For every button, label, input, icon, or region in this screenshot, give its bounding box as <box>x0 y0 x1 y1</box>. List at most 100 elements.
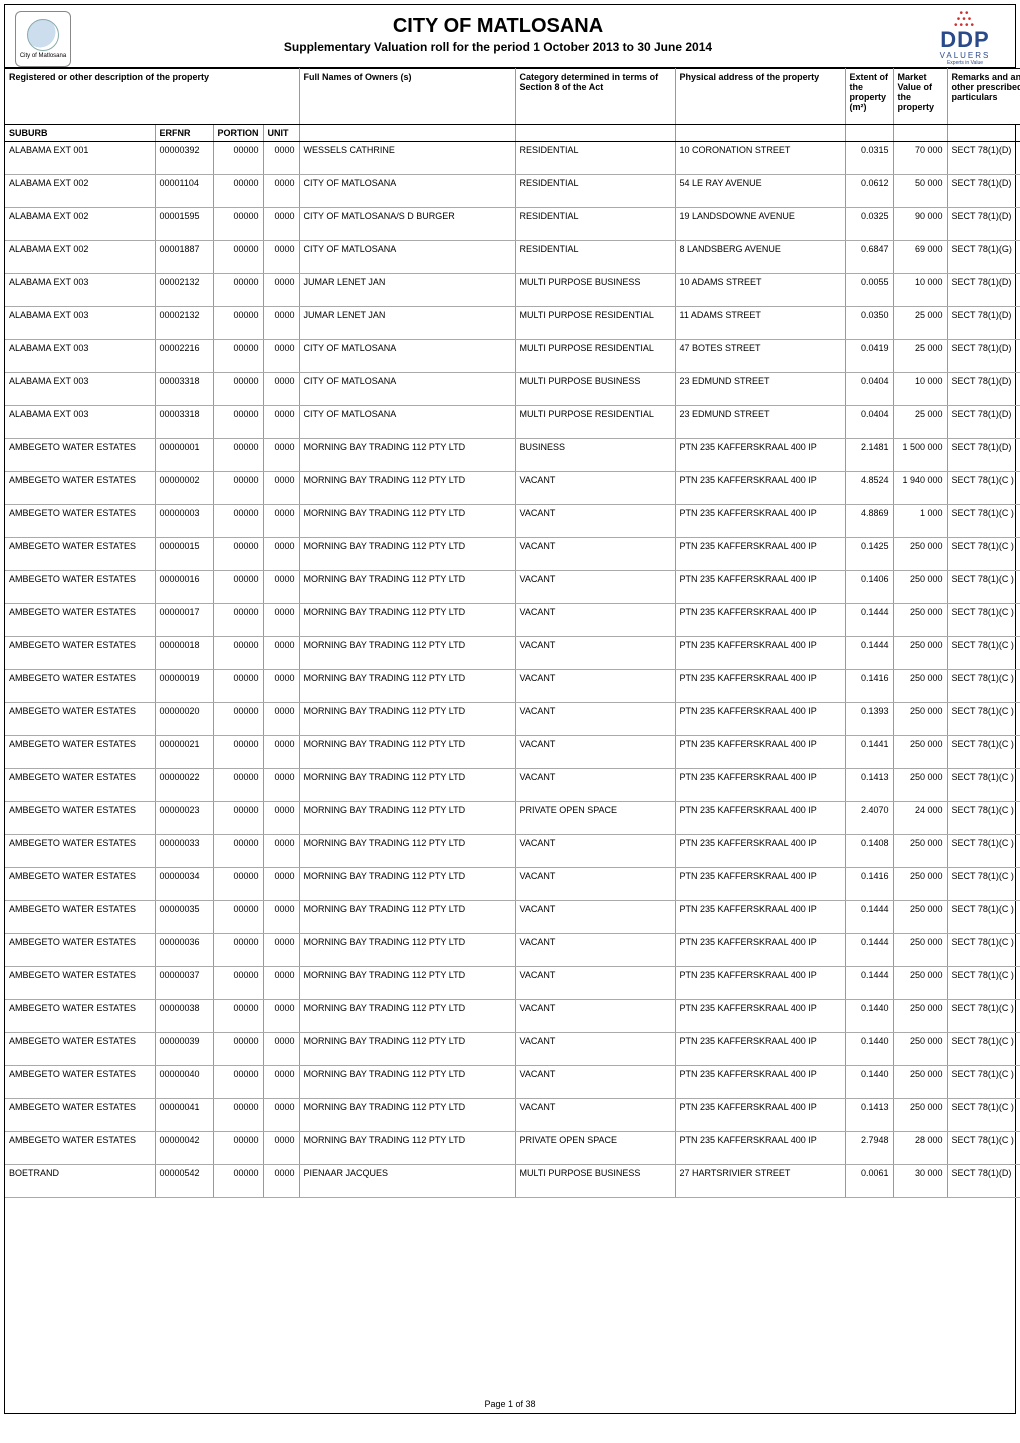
cell-erfnr: 00003318 <box>155 373 213 406</box>
cell-remarks: SECT 78(1)(C ) <box>947 571 1020 604</box>
logo-right: ••••••••• DDP VALUERS Experts in Value <box>925 11 1005 66</box>
cell-erfnr: 00000042 <box>155 1132 213 1165</box>
cell-erfnr: 00000037 <box>155 967 213 1000</box>
cell-remarks: SECT 78(1)(D) <box>947 340 1020 373</box>
cell-category: PRIVATE OPEN SPACE <box>515 802 675 835</box>
cell-category: VACANT <box>515 868 675 901</box>
th-extent: Extent of the property (m²) <box>845 69 893 125</box>
cell-category: VACANT <box>515 934 675 967</box>
cell-extent: 0.0419 <box>845 340 893 373</box>
cell-unit: 0000 <box>263 439 299 472</box>
cell-category: VACANT <box>515 472 675 505</box>
valuation-table: Registered or other description of the p… <box>5 68 1020 1198</box>
cell-category: VACANT <box>515 703 675 736</box>
cell-erfnr: 00000040 <box>155 1066 213 1099</box>
cell-portion: 00000 <box>213 769 263 802</box>
table-row: AMBEGETO WATER ESTATES00000017000000000M… <box>5 604 1020 637</box>
cell-remarks: SECT 78(1)(C ) <box>947 835 1020 868</box>
header-row-1: Registered or other description of the p… <box>5 69 1020 125</box>
table-row: AMBEGETO WATER ESTATES00000020000000000M… <box>5 703 1020 736</box>
ddp-tagline: Experts in Value <box>925 60 1005 66</box>
cell-suburb: BOETRAND <box>5 1165 155 1198</box>
cell-owners: MORNING BAY TRADING 112 PTY LTD <box>299 670 515 703</box>
cell-category: VACANT <box>515 967 675 1000</box>
cell-unit: 0000 <box>263 175 299 208</box>
cell-erfnr: 00000036 <box>155 934 213 967</box>
cell-address: 27 HARTSRIVIER STREET <box>675 1165 845 1198</box>
cell-suburb: AMBEGETO WATER ESTATES <box>5 1099 155 1132</box>
cell-category: MULTI PURPOSE BUSINESS <box>515 373 675 406</box>
cell-market: 250 000 <box>893 1099 947 1132</box>
table-row: AMBEGETO WATER ESTATES00000015000000000M… <box>5 538 1020 571</box>
cell-owners: CITY OF MATLOSANA <box>299 406 515 439</box>
cell-owners: JUMAR LENET JAN <box>299 274 515 307</box>
cell-remarks: SECT 78(1)(C ) <box>947 637 1020 670</box>
cell-portion: 00000 <box>213 406 263 439</box>
cell-address: 19 LANDSDOWNE AVENUE <box>675 208 845 241</box>
table-row: AMBEGETO WATER ESTATES00000039000000000M… <box>5 1033 1020 1066</box>
cell-owners: MORNING BAY TRADING 112 PTY LTD <box>299 736 515 769</box>
cell-category: RESIDENTIAL <box>515 208 675 241</box>
cell-suburb: ALABAMA EXT 003 <box>5 406 155 439</box>
cell-market: 50 000 <box>893 175 947 208</box>
cell-portion: 00000 <box>213 1165 263 1198</box>
cell-erfnr: 00000018 <box>155 637 213 670</box>
cell-market: 1 500 000 <box>893 439 947 472</box>
cell-market: 250 000 <box>893 1066 947 1099</box>
cell-remarks: SECT 78(1)(C ) <box>947 1132 1020 1165</box>
cell-suburb: AMBEGETO WATER ESTATES <box>5 571 155 604</box>
cell-owners: MORNING BAY TRADING 112 PTY LTD <box>299 802 515 835</box>
cell-market: 70 000 <box>893 142 947 175</box>
cell-unit: 0000 <box>263 241 299 274</box>
cell-remarks: SECT 78(1)(C ) <box>947 703 1020 736</box>
cell-extent: 0.1444 <box>845 604 893 637</box>
cell-portion: 00000 <box>213 538 263 571</box>
cell-market: 250 000 <box>893 571 947 604</box>
cell-suburb: AMBEGETO WATER ESTATES <box>5 934 155 967</box>
cell-erfnr: 00000003 <box>155 505 213 538</box>
cell-market: 69 000 <box>893 241 947 274</box>
table-row: AMBEGETO WATER ESTATES00000033000000000M… <box>5 835 1020 868</box>
cell-category: VACANT <box>515 1066 675 1099</box>
cell-market: 250 000 <box>893 835 947 868</box>
table-row: AMBEGETO WATER ESTATES00000036000000000M… <box>5 934 1020 967</box>
cell-address: PTN 235 KAFFERSKRAAL 400 IP <box>675 1099 845 1132</box>
cell-owners: CITY OF MATLOSANA/S D BURGER <box>299 208 515 241</box>
cell-category: VACANT <box>515 835 675 868</box>
cell-unit: 0000 <box>263 1000 299 1033</box>
cell-unit: 0000 <box>263 868 299 901</box>
cell-unit: 0000 <box>263 703 299 736</box>
cell-remarks: SECT 78(1)(D) <box>947 175 1020 208</box>
cell-category: MULTI PURPOSE RESIDENTIAL <box>515 340 675 373</box>
cell-owners: MORNING BAY TRADING 112 PTY LTD <box>299 934 515 967</box>
cell-unit: 0000 <box>263 571 299 604</box>
cell-address: 23 EDMUND STREET <box>675 373 845 406</box>
cell-suburb: ALABAMA EXT 003 <box>5 274 155 307</box>
title-block: CITY OF MATLOSANA Supplementary Valuatio… <box>71 11 925 60</box>
cell-erfnr: 00000017 <box>155 604 213 637</box>
table-row: AMBEGETO WATER ESTATES00000035000000000M… <box>5 901 1020 934</box>
cell-portion: 00000 <box>213 802 263 835</box>
cell-owners: MORNING BAY TRADING 112 PTY LTD <box>299 868 515 901</box>
cell-owners: WESSELS CATHRINE <box>299 142 515 175</box>
cell-unit: 0000 <box>263 373 299 406</box>
cell-owners: MORNING BAY TRADING 112 PTY LTD <box>299 505 515 538</box>
table-head: Registered or other description of the p… <box>5 69 1020 125</box>
cell-market: 25 000 <box>893 307 947 340</box>
table-row: AMBEGETO WATER ESTATES00000001000000000M… <box>5 439 1020 472</box>
cell-portion: 00000 <box>213 175 263 208</box>
cell-portion: 00000 <box>213 340 263 373</box>
table-row: ALABAMA EXT 00100000392000000000WESSELS … <box>5 142 1020 175</box>
cell-portion: 00000 <box>213 901 263 934</box>
cell-extent: 0.1416 <box>845 868 893 901</box>
cell-extent: 2.7948 <box>845 1132 893 1165</box>
cell-unit: 0000 <box>263 1066 299 1099</box>
sh-blank-6 <box>947 125 1020 142</box>
table-row: AMBEGETO WATER ESTATES00000042000000000M… <box>5 1132 1020 1165</box>
cell-address: PTN 235 KAFFERSKRAAL 400 IP <box>675 1132 845 1165</box>
cell-remarks: SECT 78(1)(G) <box>947 241 1020 274</box>
cell-address: PTN 235 KAFFERSKRAAL 400 IP <box>675 835 845 868</box>
cell-owners: MORNING BAY TRADING 112 PTY LTD <box>299 769 515 802</box>
cell-address: PTN 235 KAFFERSKRAAL 400 IP <box>675 736 845 769</box>
cell-extent: 0.1440 <box>845 1033 893 1066</box>
